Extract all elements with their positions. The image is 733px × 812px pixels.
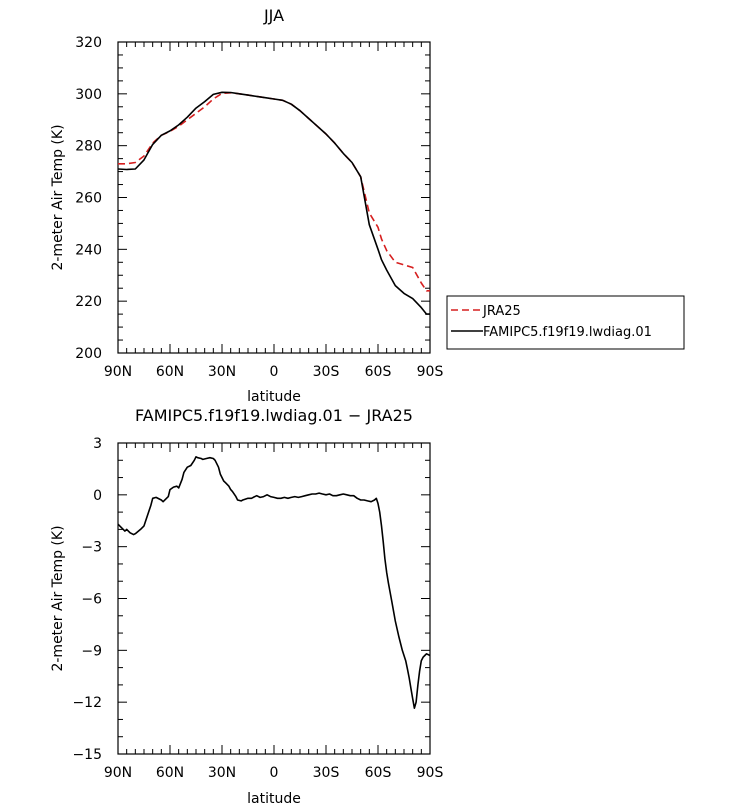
y-tick-label: 260 — [75, 191, 102, 207]
y-tick-label: −15 — [72, 747, 102, 763]
y-tick-label: 280 — [75, 139, 102, 155]
y-tick-label: 240 — [75, 242, 102, 258]
x-axis-label: latitude — [247, 791, 301, 807]
x-tick-label: 30S — [313, 765, 340, 781]
x-tick-label: 30N — [208, 364, 236, 380]
x-tick-label: 90S — [417, 765, 444, 781]
series-line-1 — [117, 455, 431, 710]
legend-label-1: JRA25 — [482, 304, 521, 319]
y-tick-label: −9 — [81, 643, 102, 659]
plot-frame — [117, 41, 431, 354]
legend-box — [446, 295, 685, 350]
x-tick-label: 60S — [365, 765, 392, 781]
y-tick-label: 3 — [93, 436, 102, 452]
series-line-2 — [117, 91, 430, 315]
x-tick-label: 0 — [270, 765, 279, 781]
y-axis-label: 2-meter Air Temp (K) — [50, 124, 66, 270]
y-tick-label: 220 — [75, 294, 102, 310]
chart-title: JJA — [263, 6, 284, 25]
x-tick-label: 90N — [104, 364, 132, 380]
x-tick-label: 0 — [270, 364, 279, 380]
x-tick-label: 90N — [104, 765, 132, 781]
x-tick-label: 60N — [156, 765, 184, 781]
y-tick-label: 0 — [93, 488, 102, 504]
y-axis-label: 2-meter Air Temp (K) — [50, 525, 66, 671]
chart-title: FAMIPC5.f19f19.lwdiag.01 − JRA25 — [135, 406, 413, 425]
legend-label-2: FAMIPC5.f19f19.lwdiag.01 — [483, 325, 652, 340]
x-tick-label: 90S — [417, 364, 444, 380]
y-tick-label: −6 — [81, 592, 102, 608]
x-tick-label: 60S — [365, 364, 392, 380]
x-axis-label: latitude — [247, 389, 301, 405]
plot-frame — [117, 442, 431, 755]
x-tick-label: 30N — [208, 765, 236, 781]
y-tick-label: −12 — [72, 695, 102, 711]
y-tick-label: 320 — [75, 35, 102, 51]
y-tick-label: −3 — [81, 540, 102, 556]
y-tick-label: 300 — [75, 87, 102, 103]
x-tick-label: 30S — [313, 364, 340, 380]
series-line-1 — [118, 92, 430, 292]
y-tick-label: 200 — [75, 346, 102, 362]
chart-jja-temperature: JJA 90N 60N 30N 0 30S 60S 90S 200 220 240 260 280 300… — [50, 6, 685, 405]
x-tick-label: 60N — [156, 364, 184, 380]
